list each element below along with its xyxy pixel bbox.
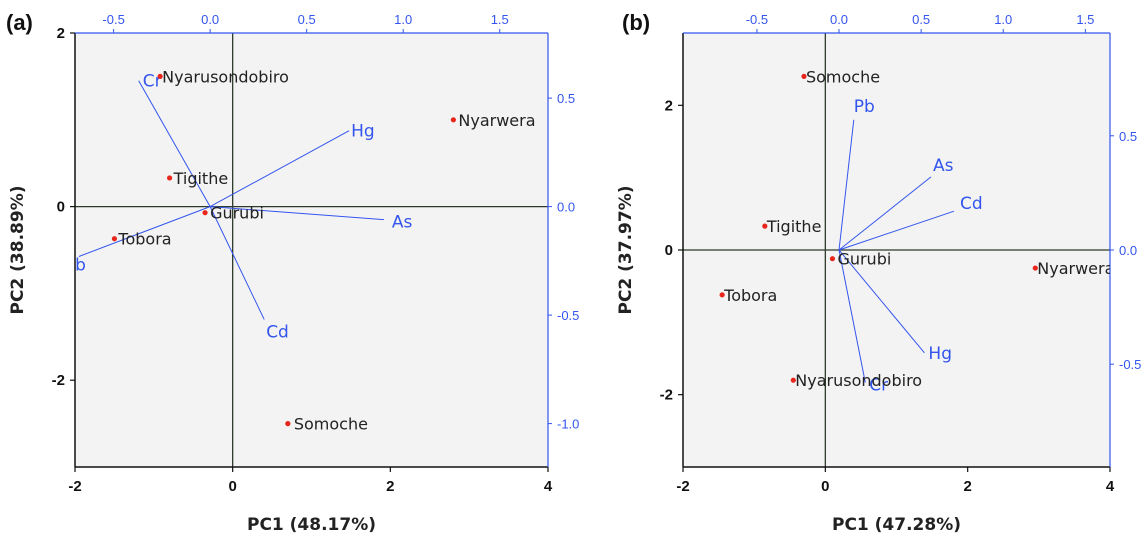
score-point-nyarusondobiro [790, 377, 796, 383]
top-tick-label: -0.5 [746, 12, 768, 27]
right-tick-label: -0.5 [1119, 357, 1141, 372]
loading-label-as: As [392, 213, 413, 233]
x-tick-label: 0 [821, 478, 829, 495]
score-point-gurubi [202, 210, 208, 216]
panel-b: (b) -2 0 2 4 -2 0 2 -0.5 0.0 0.5 1.0 1.5 -0.5 0.0 0.5 PC… [616, 10, 1141, 535]
loading-label-cd: Cd [266, 322, 289, 342]
loading-vector-cd [209, 206, 265, 320]
x-tick-label: 2 [386, 478, 394, 495]
y-tick-label: -2 [52, 372, 65, 389]
x-axis-title: PC1 (47.28%) [832, 515, 961, 535]
score-point-tobora [719, 292, 725, 298]
loading-vector-as [838, 176, 932, 251]
score-label-nyarwera: Nyarwera [1037, 259, 1114, 278]
top-tick-label: 1.0 [994, 12, 1012, 27]
score-point-tigithe [762, 223, 768, 229]
score-label-nyarusondobiro: Nyarusondobiro [795, 371, 922, 390]
score-point-nyarusondobiro [157, 73, 163, 79]
x-tick-label: 4 [1106, 478, 1115, 495]
loading-label-pb: Pb [854, 97, 875, 117]
right-tick-label: 0.0 [557, 200, 575, 215]
loading-label-as: As [933, 156, 954, 176]
score-point-tobora [111, 236, 118, 242]
score-label-tobora: Tobora [723, 286, 777, 305]
panel-a: (a) -2 0 2 4 -2 0 2 -0.5 0.0 0.5 1.0 1.5 -1.0 -0.5 0.0 0… [6, 10, 579, 535]
score-label-somoche: Somoche [294, 415, 368, 434]
loading-vector-cr [138, 80, 211, 207]
y-tick-label: 0 [57, 199, 65, 216]
top-tick-label: -0.5 [102, 12, 124, 27]
x-tick-label: 4 [544, 478, 553, 495]
top-tick-label: 1.5 [1076, 12, 1094, 27]
x-tick-label: 2 [963, 478, 971, 495]
loading-vector-as [210, 206, 384, 221]
plot-content: Pb As Cd Hg Cr Somoche Tigithe Gurubi Nyarwera To… [719, 67, 1114, 395]
y-tick-label: 0 [665, 242, 673, 259]
y-tick-label: 2 [57, 25, 65, 42]
loading-vector-hg [209, 130, 350, 208]
loading-vector-pb [78, 206, 211, 257]
loading-label-pb: Pb [65, 256, 86, 276]
y-tick-label: 2 [665, 97, 673, 114]
x-tick-label: 0 [228, 478, 236, 495]
score-point-somoche [801, 73, 807, 79]
plot-area [75, 33, 548, 467]
x-axis-title: PC1 (48.17%) [247, 515, 376, 535]
score-label-nyarusondobiro: Nyarusondobiro [162, 67, 289, 86]
loading-label-cr: Cr [143, 72, 162, 92]
score-label-tobora: Tobora [117, 230, 171, 249]
top-tick-label: 1.0 [394, 12, 412, 27]
score-point-nyarwera [450, 117, 456, 123]
top-tick-label: 1.5 [491, 12, 509, 27]
right-tick-label: -1.0 [557, 417, 579, 432]
top-tick-label: 0.5 [298, 12, 316, 27]
top-tick-label: 0.0 [201, 12, 219, 27]
right-tick-label: 0.5 [557, 91, 575, 106]
score-point-gurubi [829, 256, 836, 262]
score-point-nyarwera [1032, 265, 1038, 271]
loading-label-hg: Hg [928, 344, 952, 364]
loading-vector-cd [838, 210, 955, 251]
score-label-tigithe: Tigithe [173, 169, 229, 188]
score-label-gurubi: Gurubi [210, 204, 264, 223]
loading-label-hg: Hg [351, 122, 375, 142]
y-axis-title: PC2 (37.97%) [616, 185, 636, 314]
panel-label: (a) [6, 10, 33, 35]
loading-vector-pb [838, 119, 855, 251]
loading-label-cr: Cr [869, 375, 888, 395]
score-label-tigithe: Tigithe [766, 217, 822, 236]
top-tick-label: 0.0 [830, 12, 848, 27]
loading-label-cd: Cd [960, 194, 983, 214]
y-axis-title: PC2 (38.89%) [8, 185, 28, 314]
right-tick-label: 0.5 [1119, 129, 1137, 144]
loading-vector-cr [838, 249, 866, 383]
score-point-tigithe [167, 175, 173, 181]
x-tick-label: -2 [68, 478, 81, 495]
x-tick-label: -2 [676, 478, 689, 495]
loading-vector-hg [838, 249, 925, 354]
right-tick-label: -0.5 [557, 308, 579, 323]
score-label-nyarwera: Nyarwera [458, 111, 535, 130]
score-point-somoche [285, 421, 291, 427]
right-tick-label: 0.0 [1119, 243, 1137, 258]
score-label-gurubi: Gurubi [837, 250, 891, 269]
panel-label: (b) [622, 10, 650, 35]
score-label-somoche: Somoche [806, 67, 880, 86]
y-tick-label: -2 [660, 387, 673, 404]
top-tick-label: 0.5 [912, 12, 930, 27]
plot-content: Cr Hg As Pb Cd Nyarusondobiro Nyarwera Tigithe G… [65, 67, 536, 434]
